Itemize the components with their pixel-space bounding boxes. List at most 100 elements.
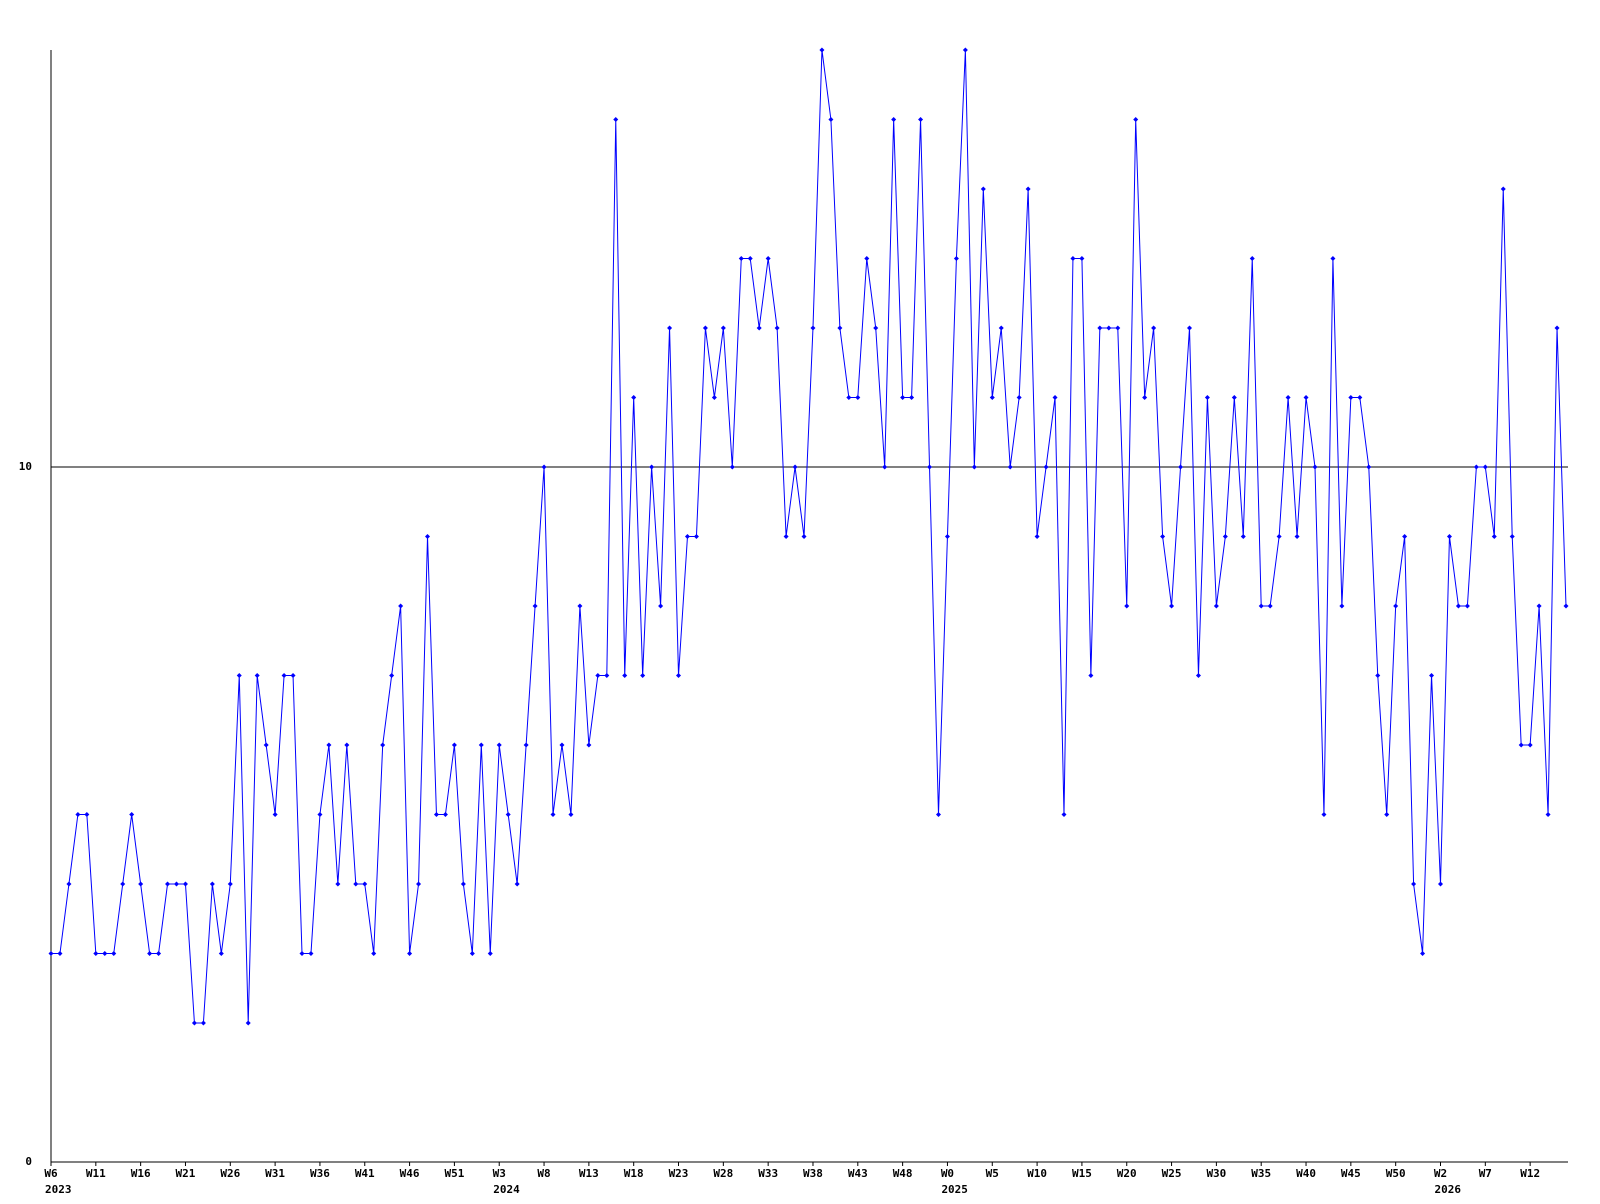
data-point xyxy=(918,117,924,122)
data-point xyxy=(604,673,610,678)
x-tick-label: W20 xyxy=(1117,1167,1137,1180)
data-point xyxy=(523,742,529,748)
data-point xyxy=(111,951,117,956)
data-point xyxy=(1097,325,1103,331)
x-tick-label: W33 xyxy=(758,1167,778,1180)
data-point xyxy=(1393,603,1399,609)
data-point xyxy=(541,464,547,470)
data-point xyxy=(953,256,959,261)
data-point xyxy=(1061,812,1067,817)
data-point xyxy=(855,395,861,400)
data-point xyxy=(1222,534,1228,539)
data-point xyxy=(281,673,287,678)
data-point xyxy=(1509,534,1515,539)
x-tick-label: W36 xyxy=(310,1167,330,1180)
data-point xyxy=(1339,603,1345,609)
data-point xyxy=(891,117,897,122)
data-point xyxy=(1249,256,1255,261)
data-point xyxy=(810,325,816,331)
data-point xyxy=(326,742,332,748)
data-point xyxy=(1437,881,1443,887)
data-point xyxy=(1303,395,1309,400)
data-point xyxy=(1563,603,1569,609)
data-point xyxy=(738,256,744,261)
x-year-label: 2024 xyxy=(493,1183,520,1196)
data-point xyxy=(667,325,673,331)
data-point xyxy=(174,881,180,887)
data-point xyxy=(451,742,457,748)
x-tick-label: W15 xyxy=(1072,1167,1092,1180)
data-point xyxy=(1366,464,1372,470)
data-point xyxy=(1016,395,1022,400)
data-point xyxy=(586,742,592,748)
data-point xyxy=(640,673,646,678)
data-point xyxy=(622,673,628,678)
data-point xyxy=(1151,325,1157,331)
x-year-label: 2026 xyxy=(1434,1183,1461,1196)
data-point xyxy=(147,951,153,956)
data-point xyxy=(478,742,484,748)
data-point xyxy=(487,951,493,956)
data-point xyxy=(1052,395,1058,400)
data-point xyxy=(1276,534,1282,539)
x-tick-label: W48 xyxy=(893,1167,913,1180)
data-point xyxy=(658,603,664,609)
data-point xyxy=(84,812,90,817)
data-point xyxy=(1464,603,1470,609)
x-tick-label: W41 xyxy=(355,1167,375,1180)
x-tick-label: W45 xyxy=(1341,1167,1361,1180)
data-point xyxy=(380,742,386,748)
data-point xyxy=(416,881,422,887)
data-point xyxy=(783,534,789,539)
data-point xyxy=(900,395,906,400)
x-tick-label: W7 xyxy=(1479,1167,1492,1180)
data-point xyxy=(1106,325,1112,331)
data-point xyxy=(1034,534,1040,539)
data-point xyxy=(93,951,99,956)
x-year-label: 2023 xyxy=(45,1183,72,1196)
data-point xyxy=(138,881,144,887)
data-point xyxy=(209,881,215,887)
data-point xyxy=(711,395,717,400)
data-point xyxy=(469,951,475,956)
data-point xyxy=(165,881,171,887)
data-point xyxy=(559,742,565,748)
data-point xyxy=(1455,603,1461,609)
data-point xyxy=(1079,256,1085,261)
data-point xyxy=(927,464,933,470)
data-point xyxy=(693,534,699,539)
x-tick-label: W8 xyxy=(537,1167,550,1180)
data-point xyxy=(1115,325,1121,331)
data-point xyxy=(909,395,915,400)
data-point xyxy=(756,325,762,331)
data-point xyxy=(290,673,296,678)
data-point xyxy=(398,603,404,609)
data-point xyxy=(577,603,583,609)
data-point xyxy=(702,325,708,331)
data-point xyxy=(649,464,655,470)
x-tick-label: W0 xyxy=(941,1167,954,1180)
data-point xyxy=(245,1020,251,1026)
data-point xyxy=(1321,812,1327,817)
data-point xyxy=(182,881,188,887)
data-point xyxy=(1178,464,1184,470)
data-point xyxy=(1204,395,1210,400)
data-point xyxy=(613,117,619,122)
data-point xyxy=(729,464,735,470)
data-point xyxy=(236,673,242,678)
x-year-label: 2025 xyxy=(941,1183,968,1196)
data-point xyxy=(227,881,233,887)
data-point xyxy=(66,881,72,887)
data-point xyxy=(846,395,852,400)
data-point xyxy=(1518,742,1524,748)
data-point xyxy=(631,395,637,400)
data-point xyxy=(1411,881,1417,887)
x-tick-label: W6 xyxy=(44,1167,58,1180)
x-tick-label: W23 xyxy=(669,1167,689,1180)
data-point xyxy=(774,325,780,331)
data-point xyxy=(1142,395,1148,400)
data-point xyxy=(1160,534,1166,539)
data-point xyxy=(550,812,556,817)
y-tick-label: 10 xyxy=(19,460,32,473)
